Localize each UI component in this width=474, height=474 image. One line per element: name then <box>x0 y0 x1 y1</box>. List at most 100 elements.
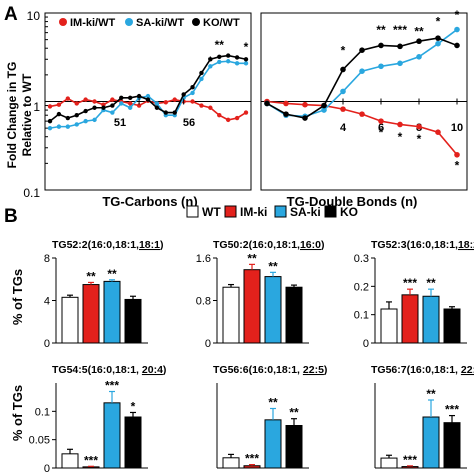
sig-annotation: ** <box>426 387 436 401</box>
legend-marker-ko <box>192 18 200 26</box>
carbons-point-im <box>136 103 142 108</box>
bar-im <box>243 269 261 344</box>
bar-sa <box>264 276 282 344</box>
carbons-point-im <box>234 115 240 121</box>
carbons-point-ko <box>136 93 142 99</box>
carbons-point-im <box>56 102 62 107</box>
legend-swatch-wt <box>186 205 199 218</box>
sig-annotation: * <box>379 126 384 140</box>
double-bonds-point-ko <box>416 38 422 45</box>
carbons-point-ko <box>47 118 53 124</box>
legend-label-wt: WT <box>202 205 221 219</box>
legend-label-ko: KO/WT <box>203 17 240 29</box>
bar-ytick-label: 0.3 <box>354 253 369 265</box>
bar-ytick-label: 0.1 <box>35 406 50 418</box>
double-bonds-point-im <box>435 129 441 135</box>
double-bonds-point-ko <box>378 42 384 49</box>
bar-ytick-label: 0.2 <box>354 281 369 293</box>
panel-b-ylabel-top: % of TGs <box>10 269 25 325</box>
bar-ytick-label: 1.6 <box>196 253 211 265</box>
double-bonds-point-im <box>359 111 365 117</box>
sig-annotation: * <box>208 54 213 68</box>
carbons-point-im <box>74 101 79 106</box>
carbons-point-ko <box>119 95 124 101</box>
carbons-point-im <box>199 103 204 108</box>
sig-annotation: *** <box>403 276 417 290</box>
bar-chart-title: TG56:6(16:0,18:1, 22:5) <box>213 364 327 376</box>
double-bonds-point-ko <box>283 111 289 117</box>
sig-annotation: *** <box>393 23 407 37</box>
legend-marker-sa <box>125 18 133 26</box>
ytick-1: 1 <box>33 100 40 114</box>
bar-sa <box>103 280 121 344</box>
carbons-point-ko <box>56 111 62 117</box>
sig-annotation: *** <box>245 452 259 466</box>
carbons-point-sa <box>190 90 195 96</box>
carbons-point-sa <box>119 101 124 106</box>
carbons-point-ko <box>190 85 195 90</box>
bar-im <box>243 465 261 469</box>
xtick-56: 56 <box>183 117 195 129</box>
double-bonds-line-im <box>266 100 458 156</box>
carbons-point-im <box>101 102 106 107</box>
xtick-51: 51 <box>114 117 126 129</box>
sig-annotation: ** <box>215 38 225 52</box>
sig-annotation: * <box>398 130 403 144</box>
sig-annotation: * <box>455 8 460 22</box>
double-bonds-point-im <box>416 123 422 130</box>
sig-annotation: *** <box>105 379 119 393</box>
legend-swatch-ko <box>324 205 337 218</box>
carbons-point-im <box>127 101 133 106</box>
double-bonds-point-im <box>378 118 384 124</box>
carbons-point-ko <box>208 57 213 62</box>
carbons-point-sa <box>110 110 115 115</box>
sig-annotation: * <box>417 132 422 146</box>
double-bonds-point-ko <box>302 115 308 121</box>
ytick-0.1: 0.1 <box>23 186 40 200</box>
legend-label-sa: SA-ki/WT <box>136 17 185 29</box>
bar-chart-title: TG56:7(16:0,18:1, 22:6) <box>371 364 474 376</box>
carbons-point-ko <box>110 103 115 108</box>
double-bonds-point-im <box>454 151 460 158</box>
bar-ko <box>124 416 142 469</box>
carbons-point-ko <box>101 105 106 110</box>
carbons-point-sa <box>145 93 151 99</box>
bar-chart-title: TG50:2(16:0,18:1,16:0) <box>213 239 324 251</box>
sig-annotation: * <box>131 399 136 413</box>
legend-label-saki: SA-ki <box>290 205 321 219</box>
carbons-point-im <box>243 110 249 115</box>
ytick-10: 10 <box>27 9 41 23</box>
carbons-point-ko <box>127 95 133 101</box>
legend-swatch-im <box>224 205 237 218</box>
carbons-point-ko <box>145 97 151 102</box>
bar-wt <box>61 453 79 469</box>
carbons-point-sa <box>65 124 71 129</box>
panel-label-a: A <box>4 4 18 25</box>
double-bonds-point-ko <box>397 43 403 50</box>
carbons-line-ko <box>49 54 247 122</box>
double-bonds-point-ko <box>435 35 441 41</box>
bar-ytick-label: 0 <box>363 338 369 350</box>
double-bonds-point-sa <box>397 60 403 67</box>
double-bonds-point-sa <box>378 63 384 70</box>
legend-label-imki: IM-ki <box>240 205 267 219</box>
carbons-point-sa <box>47 125 53 131</box>
double-bonds-point-ko <box>454 42 460 49</box>
double-bonds-point-sa <box>416 53 422 60</box>
carbons-point-sa <box>234 61 240 66</box>
sig-annotation: * <box>436 15 441 29</box>
carbons-point-sa <box>74 122 79 127</box>
double-bonds-point-sa <box>359 68 365 74</box>
bar-ko <box>285 286 303 344</box>
carbons-point-sa <box>208 64 213 69</box>
carbons-point-sa <box>127 105 133 110</box>
bar-ytick-label: 0 <box>205 338 211 350</box>
bar-ytick-label: 0.1 <box>354 310 369 322</box>
double-bonds-point-im <box>302 101 308 108</box>
carbons-point-ko <box>199 70 204 76</box>
panel-a-ylabel-2: Relative to WT <box>20 73 34 156</box>
carbons-point-im <box>92 99 97 104</box>
sig-annotation: * <box>341 43 346 57</box>
double-bonds-point-ko <box>359 47 365 53</box>
